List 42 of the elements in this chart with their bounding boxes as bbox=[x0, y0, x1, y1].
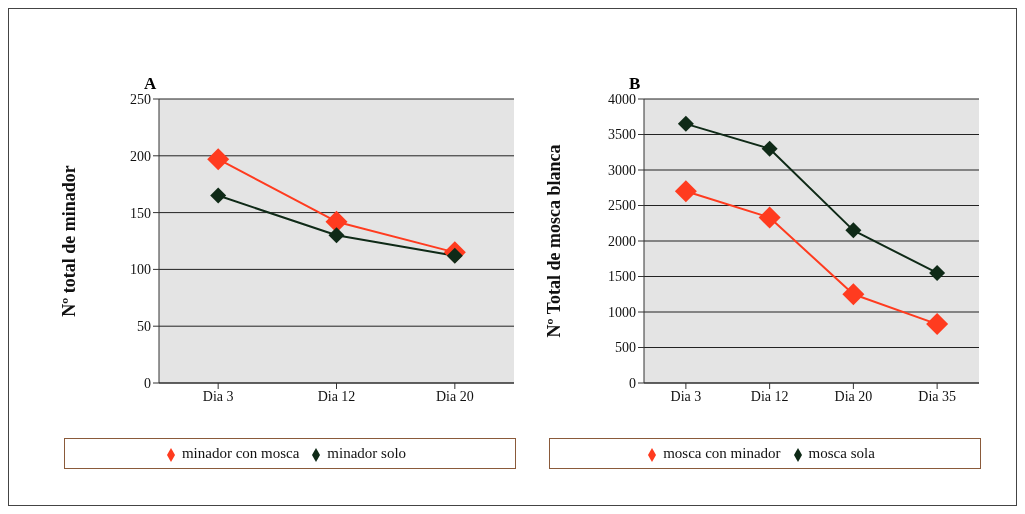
y-tick-label: 500 bbox=[615, 340, 636, 356]
y-tick-label: 0 bbox=[629, 375, 636, 391]
x-tick-label: Dia 20 bbox=[834, 388, 873, 404]
legend-label: mosca con minador bbox=[663, 445, 781, 461]
point bbox=[677, 115, 694, 132]
x-tick-label: Dia 35 bbox=[918, 388, 956, 404]
y-tick-label: 2500 bbox=[608, 198, 636, 214]
y-tick-label: 2000 bbox=[608, 233, 636, 249]
y-tick-label: 3500 bbox=[608, 127, 636, 143]
y-tick-label: 1000 bbox=[608, 304, 636, 320]
x-tick-label: Dia 20 bbox=[435, 388, 474, 404]
y-tick-label: 3000 bbox=[608, 162, 636, 178]
y-tick-label: 50 bbox=[137, 319, 151, 335]
point bbox=[926, 313, 949, 336]
point bbox=[842, 283, 865, 306]
y-tick-label: 4000 bbox=[608, 91, 636, 107]
point bbox=[929, 264, 946, 281]
chart-title: A bbox=[144, 74, 157, 94]
y-tick-label: 250 bbox=[130, 91, 151, 107]
x-tick-label: Dia 12 bbox=[317, 388, 356, 404]
y-tick-label: 1500 bbox=[608, 269, 636, 285]
y-tick-label: 100 bbox=[130, 262, 151, 278]
point bbox=[207, 148, 230, 171]
point bbox=[674, 180, 697, 203]
point bbox=[325, 210, 348, 233]
point bbox=[761, 140, 778, 157]
legend-label: mosca sola bbox=[808, 445, 875, 461]
point bbox=[328, 227, 345, 244]
point bbox=[845, 222, 862, 239]
y-tick-label: 150 bbox=[130, 205, 151, 221]
x-tick-label: Dia 3 bbox=[670, 388, 702, 404]
point bbox=[210, 187, 227, 204]
legend-label: minador con mosca bbox=[181, 445, 300, 461]
y-axis-title: Nº total de minador bbox=[59, 165, 80, 317]
legend-label: minador solo bbox=[327, 445, 407, 461]
y-tick-label: 200 bbox=[130, 148, 151, 164]
chart-title: B bbox=[629, 74, 641, 94]
y-tick-label: 0 bbox=[144, 375, 151, 391]
y-axis-title: Nº Total de mosca blanca bbox=[544, 144, 565, 338]
x-tick-label: Dia 3 bbox=[202, 388, 234, 404]
x-tick-label: Dia 12 bbox=[750, 388, 789, 404]
point bbox=[758, 206, 781, 229]
